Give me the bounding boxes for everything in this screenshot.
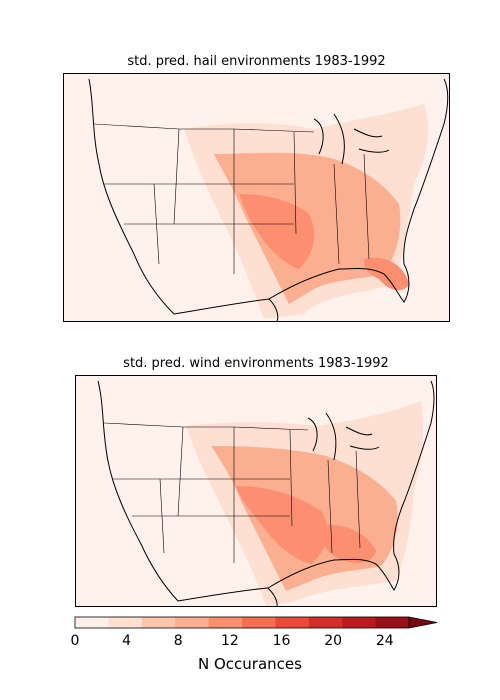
colorbar-cell [175,617,210,628]
colorbar-cell [108,617,143,628]
colorbar-outline [74,616,410,629]
colorbar-cells [75,617,410,628]
colorbar-tick-label: 4 [122,633,132,649]
colorbar-tick-label: 24 [375,633,394,649]
colorbar-cell [242,617,276,628]
wind-state-lines [103,422,361,563]
colorbar-tick-label: 8 [173,633,183,649]
hail-state-lines [93,123,370,274]
wind-map-svg [97,380,435,606]
hail-great-lakes [313,113,390,165]
colorbar-cell [75,617,109,628]
hail-florida-hotspot [364,257,409,291]
wind-high-band [236,486,328,564]
colorbar-extend-arrow [408,616,438,629]
wind-map [75,375,437,607]
wind-map-title: std. pred. wind environments 1983-1992 [123,356,389,371]
wind-borders [97,380,435,606]
colorbar-tick-label: 0 [70,633,80,649]
colorbar-tick-label: 12 [220,633,239,649]
hail-coastline [88,78,449,321]
colorbar-cell [342,617,377,628]
wind-coastline [97,380,435,606]
wind-shading [186,401,424,606]
colorbar-cell [208,617,243,628]
hail-map [63,73,450,322]
colorbar-cell [308,617,343,628]
colorbar-svg [74,616,438,629]
hail-shading [184,104,429,319]
colorbar-cell [275,617,310,628]
colorbar-label: N Occurances [198,655,302,673]
colorbar-cell [141,617,176,628]
colorbar-tick-label: 20 [324,633,343,649]
hail-map-svg [88,78,449,321]
wind-great-lakes [307,412,380,461]
hail-map-title: std. pred. hail environments 1983-1992 [127,54,386,69]
hail-borders [88,78,449,321]
colorbar-tick-label: 16 [272,633,291,649]
colorbar-cell [375,617,410,628]
